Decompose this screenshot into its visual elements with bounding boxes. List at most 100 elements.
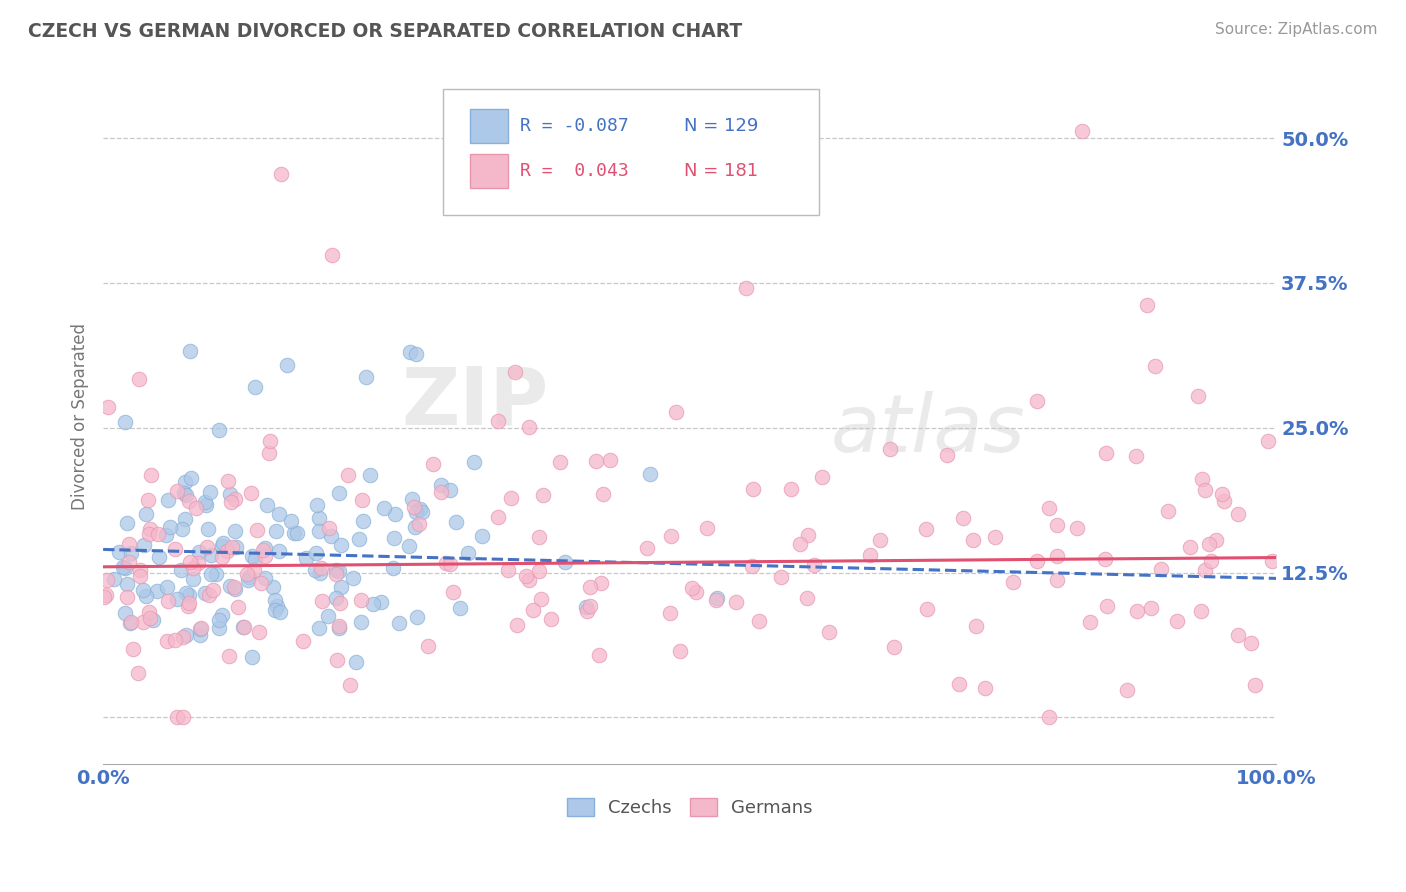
Point: [486, 414, 509, 428]
Point: [1046, 549, 1069, 563]
Point: [111, 560, 134, 574]
Point: [803, 558, 825, 572]
Point: [659, 529, 682, 543]
Point: [1038, 710, 1060, 724]
Point: [221, 540, 243, 554]
Point: [1144, 359, 1167, 373]
Point: [1066, 521, 1088, 535]
Point: [311, 561, 333, 575]
Point: [181, 572, 204, 586]
Point: [308, 524, 330, 538]
Point: [439, 483, 461, 497]
Point: [283, 525, 305, 540]
Point: [585, 454, 607, 468]
Point: [121, 642, 143, 657]
Point: [308, 566, 330, 580]
Point: [270, 167, 292, 181]
Point: [135, 507, 157, 521]
Point: [177, 493, 200, 508]
Point: [540, 612, 562, 626]
Point: [935, 448, 957, 462]
Point: [242, 549, 264, 563]
Point: [115, 590, 138, 604]
Point: [1187, 389, 1209, 403]
Point: [347, 532, 370, 546]
Point: [576, 604, 599, 618]
Point: [373, 500, 395, 515]
Point: [291, 634, 314, 648]
Point: [233, 620, 256, 634]
Point: [1125, 449, 1147, 463]
Point: [225, 540, 247, 554]
Point: [1243, 678, 1265, 692]
Point: [869, 533, 891, 547]
FancyBboxPatch shape: [470, 154, 508, 188]
Point: [1240, 635, 1263, 649]
Point: [138, 526, 160, 541]
FancyBboxPatch shape: [470, 109, 508, 143]
Point: [198, 485, 221, 500]
Point: [416, 639, 439, 653]
Text: N = 181: N = 181: [683, 161, 758, 179]
Point: [1198, 536, 1220, 550]
Point: [132, 615, 155, 630]
Point: [172, 630, 194, 644]
Point: [408, 517, 430, 532]
Point: [187, 556, 209, 570]
Point: [276, 358, 298, 372]
Point: [434, 556, 457, 570]
Point: [325, 567, 347, 582]
Text: R =  0.043: R = 0.043: [520, 161, 628, 179]
Point: [254, 549, 277, 563]
Point: [463, 455, 485, 469]
Point: [114, 415, 136, 429]
Point: [174, 488, 197, 502]
Point: [174, 475, 197, 489]
Point: [190, 621, 212, 635]
Point: [411, 505, 433, 519]
Point: [318, 521, 340, 535]
Point: [319, 529, 342, 543]
Point: [1115, 682, 1137, 697]
Point: [741, 482, 763, 496]
Point: [93, 590, 115, 604]
Point: [554, 555, 576, 569]
Point: [952, 510, 974, 524]
Point: [409, 502, 432, 516]
Point: [174, 586, 197, 600]
Point: [883, 640, 905, 654]
Point: [170, 522, 193, 536]
Point: [361, 598, 384, 612]
Point: [166, 592, 188, 607]
Point: [146, 527, 169, 541]
Point: [256, 498, 278, 512]
Point: [148, 549, 170, 564]
Point: [339, 678, 361, 692]
Point: [188, 622, 211, 636]
Point: [578, 581, 600, 595]
Point: [350, 592, 373, 607]
Point: [974, 681, 997, 695]
Point: [114, 561, 136, 575]
Point: [328, 486, 350, 500]
Point: [173, 485, 195, 500]
Point: [142, 613, 165, 627]
Point: [114, 606, 136, 620]
Point: [1070, 124, 1092, 138]
Point: [589, 576, 612, 591]
Point: [1211, 487, 1233, 501]
Point: [342, 571, 364, 585]
Point: [406, 609, 429, 624]
Point: [1136, 298, 1159, 312]
Point: [638, 467, 661, 481]
Point: [197, 522, 219, 536]
Point: [308, 621, 330, 635]
Point: [267, 544, 290, 558]
Point: [177, 599, 200, 614]
Point: [422, 457, 444, 471]
Point: [350, 493, 373, 508]
Point: [398, 539, 420, 553]
Point: [444, 515, 467, 529]
Point: [344, 655, 367, 669]
Point: [263, 593, 285, 607]
